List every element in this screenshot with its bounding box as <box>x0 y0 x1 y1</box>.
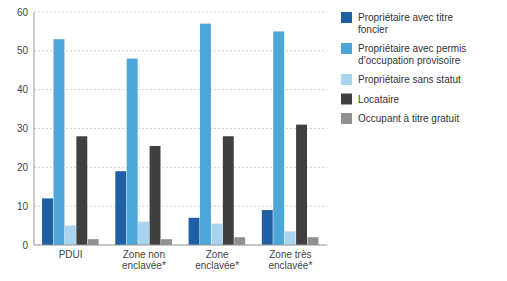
bar <box>115 171 126 245</box>
bar <box>308 237 319 245</box>
bar <box>296 125 307 245</box>
bar <box>42 198 53 245</box>
bar <box>189 218 200 245</box>
bar <box>76 136 87 245</box>
legend-label: Occupant à titre gratuit <box>358 113 459 124</box>
bar <box>211 224 222 245</box>
grid-line <box>34 245 327 246</box>
chart: 0102030405060PDUIZone nonenclavée*Zoneen… <box>0 0 507 281</box>
legend-swatch <box>341 94 352 105</box>
text-line: Zone non <box>123 249 165 260</box>
legend-label: Locataire <box>358 94 400 105</box>
bar <box>262 210 273 245</box>
bar <box>53 39 64 245</box>
bar <box>138 222 149 245</box>
text-line: d’occupation provisoire <box>358 55 461 66</box>
text-line: Zone <box>206 249 229 260</box>
bar <box>234 237 245 245</box>
text-line: Zone très <box>269 249 311 260</box>
bar <box>65 226 76 245</box>
text-line: Locataire <box>358 94 400 105</box>
text-line: PDUI <box>59 249 83 260</box>
y-tick-label: 0 <box>22 240 28 251</box>
text-line: foncier <box>358 24 389 35</box>
text-line: enclavée* <box>122 260 166 271</box>
x-tick-label: Zoneenclavée* <box>195 249 239 271</box>
x-tick-label: Zone nonenclavée* <box>122 249 166 271</box>
legend-swatch <box>341 113 352 124</box>
bar <box>88 239 99 245</box>
text-line: Propriétaire avec permis <box>358 43 466 54</box>
x-tick-label: PDUI <box>59 249 83 260</box>
text-line: Propriétaire sans statut <box>358 74 461 85</box>
legend-swatch <box>341 74 352 85</box>
text-line: enclavée* <box>268 260 312 271</box>
y-tick-label: 10 <box>17 201 29 212</box>
legend-label: Propriétaire avec permisd’occupation pro… <box>358 43 466 66</box>
y-tick-label: 20 <box>17 162 29 173</box>
bar <box>285 231 296 245</box>
y-tick-label: 30 <box>17 123 29 134</box>
x-tick-label: Zone trèsenclavée* <box>268 249 312 271</box>
x-axis-line <box>34 245 327 246</box>
bar <box>161 239 172 245</box>
text-line: Occupant à titre gratuit <box>358 113 459 124</box>
legend-swatch <box>341 43 352 54</box>
grid-line <box>34 12 327 13</box>
legend-label: Propriétaire sans statut <box>358 74 461 85</box>
text-line: enclavée* <box>195 260 239 271</box>
bar <box>273 31 284 245</box>
bar <box>223 136 234 245</box>
bar <box>127 59 138 245</box>
legend-swatch <box>341 12 352 23</box>
chart-container: 0102030405060PDUIZone nonenclavée*Zoneen… <box>0 0 507 281</box>
bar <box>200 24 211 245</box>
y-tick-label: 60 <box>17 7 29 18</box>
bars <box>42 24 318 245</box>
y-tick-label: 50 <box>17 45 29 56</box>
bar <box>150 146 161 245</box>
text-line: Propriétaire avec titre <box>358 12 453 23</box>
legend: Propriétaire avec titrefoncierPropriétai… <box>341 12 466 124</box>
y-axis-line <box>34 12 35 245</box>
legend-label: Propriétaire avec titrefoncier <box>358 12 453 35</box>
y-tick-label: 40 <box>17 84 29 95</box>
grid <box>34 12 327 245</box>
